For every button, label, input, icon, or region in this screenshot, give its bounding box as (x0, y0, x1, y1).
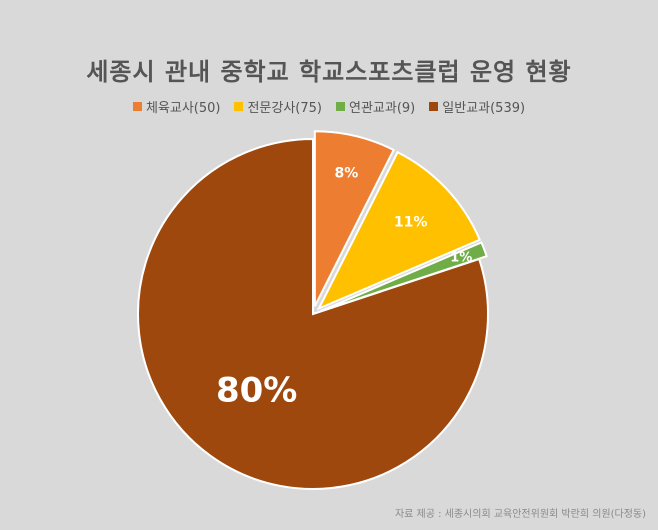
legend-label-pe-teacher: 체육교사(50) (145, 101, 221, 116)
legend-item-related-subject: 연관교과(9) (336, 97, 415, 116)
legend-item-general-subject: 일반교과(539) (429, 97, 525, 116)
legend-label-related-subject: 연관교과(9) (349, 101, 416, 116)
pie-slice-instructor (316, 150, 482, 311)
chart-title: 세종시 관내 중학교 학교스포츠클럽 운영 현황 (86, 58, 572, 86)
pie-slice-general-subject (137, 137, 489, 490)
legend-item-pe-teacher: 체육교사(50) (132, 97, 221, 116)
data-label-instructor: 11% (394, 214, 428, 230)
data-label-pe-teacher: 8% (335, 165, 359, 181)
legend-item-instructor: 전문강사(75) (234, 97, 322, 116)
legend-swatch-related-subject (336, 102, 345, 111)
legend-swatch-instructor (234, 102, 244, 111)
legend-label-general-subject: 일반교과(539) (442, 101, 526, 116)
pie-slice-related-subject (320, 241, 488, 313)
data-label-related-subject: 1% (450, 250, 472, 265)
source-credit: 자료 제공 : 세종시의회 교육안전위원회 박란희 의원(다정동) (394, 509, 646, 520)
legend-label-instructor: 전문강사(75) (247, 101, 322, 116)
chart-legend: 체육교사(50) 전문강사(75) 연관교과(9) 일반교과(539) (0, 97, 658, 116)
data-label-general-subject: 80% (216, 371, 297, 411)
legend-swatch-pe-teacher (132, 102, 142, 111)
pie-slice-pe-teacher (313, 130, 395, 307)
legend-swatch-general-subject (429, 102, 439, 111)
